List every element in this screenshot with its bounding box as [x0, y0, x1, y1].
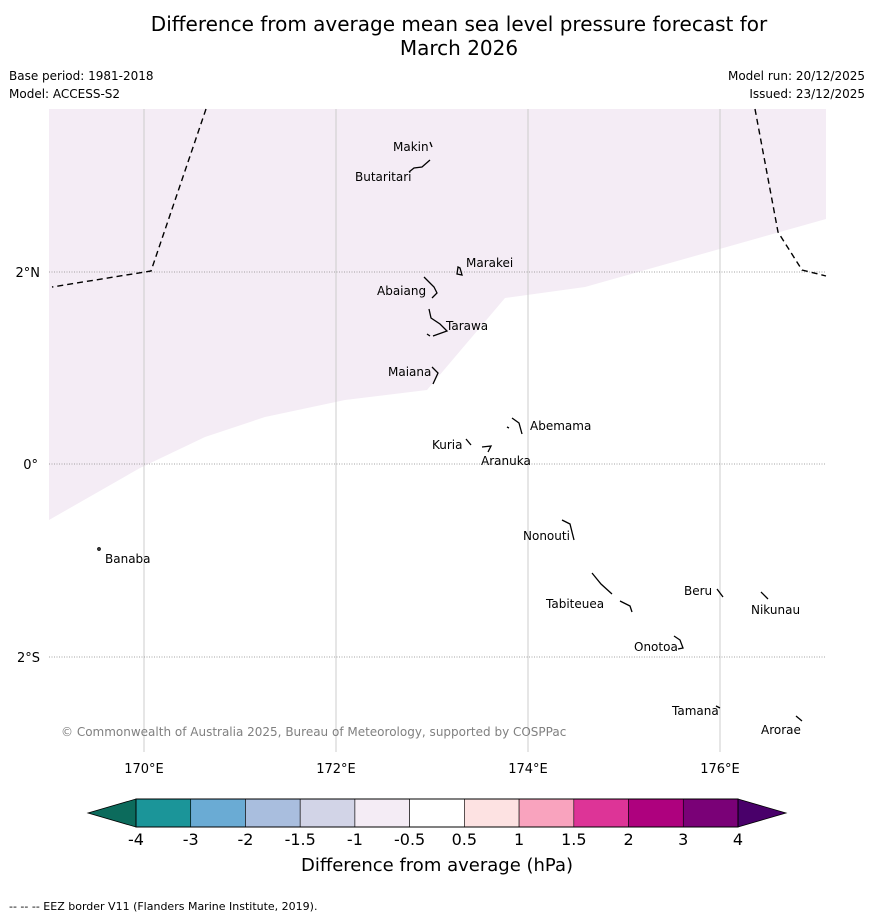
lon-tick-labels: 170°E 172°E 174°E 176°E — [124, 762, 740, 777]
colorbar-tick-label: 2 — [623, 830, 633, 849]
island-tabiteuea-north — [591, 572, 613, 595]
label-beru: Beru — [684, 584, 712, 598]
colorbar-segment — [409, 798, 465, 828]
lon-label-176e: 176°E — [700, 762, 740, 777]
island-abaiang — [423, 276, 438, 299]
lat-label-2s: 2°S — [17, 651, 40, 666]
base-period: Base period: 1981-2018 — [9, 69, 154, 83]
island-arorae — [795, 715, 803, 722]
latitude-gridlines — [49, 271, 826, 658]
island-abemama-islet — [506, 426, 510, 429]
island-kuria — [465, 438, 472, 446]
chart-title: Difference from average mean sea level p… — [0, 12, 873, 60]
label-abaiang: Abaiang — [377, 284, 426, 298]
colorbar-tick-label: -0.5 — [394, 830, 425, 849]
label-arorae: Arorae — [761, 723, 801, 737]
label-aranuka: Aranuka — [481, 454, 531, 468]
eez-border-east — [754, 108, 827, 277]
label-nonouti: Nonouti — [523, 529, 570, 543]
island-abemama — [511, 417, 523, 435]
label-banaba: Banaba — [105, 552, 151, 566]
lat-tick-labels: 2°N 0° 2°S — [16, 266, 41, 666]
label-tamana: Tamana — [671, 704, 719, 718]
longitude-gridlines — [143, 109, 721, 752]
label-butaritari: Butaritari — [355, 170, 412, 184]
colorbar-tick-label: -2 — [237, 830, 253, 849]
colorbar-tick-label: -1 — [347, 830, 363, 849]
colorbar-tick-label: 1.5 — [561, 830, 586, 849]
colorbar-high-extension — [737, 798, 788, 828]
eez-footnote: -- -- -- EEZ border V11 (Flanders Marine… — [9, 900, 318, 913]
title-line-2: March 2026 — [399, 36, 519, 60]
lat-label-0: 0° — [23, 458, 38, 473]
colorbar-segment — [464, 798, 520, 828]
label-tabiteuea: Tabiteuea — [545, 597, 604, 611]
label-makin: Makin — [393, 140, 429, 154]
colorbar-tick-label: -1.5 — [285, 830, 316, 849]
colorbar-segment — [135, 798, 192, 828]
lon-label-174e: 174°E — [508, 762, 548, 777]
colorbar-tick-label: 1 — [514, 830, 524, 849]
colorbar: -4 -3 -2 -1.5 -1 -0.5 0.5 1 1.5 2 3 4 Difference fr… — [86, 798, 788, 876]
issued-date: Issued: 23/12/2025 — [749, 87, 865, 101]
label-abemama: Abemama — [530, 419, 591, 433]
island-onotoa — [673, 635, 684, 650]
island-nonouti — [561, 519, 575, 541]
colorbar-tick-label: 4 — [733, 830, 743, 849]
label-marakei: Marakei — [466, 256, 513, 270]
colorbar-tick-label: -4 — [128, 830, 144, 849]
eez-border-west — [51, 108, 207, 288]
island-beru — [716, 588, 724, 598]
island-marakei — [456, 266, 463, 276]
colorbar-segment — [190, 798, 246, 828]
island-nikunau — [760, 591, 769, 600]
colorbar-segment — [245, 798, 301, 828]
label-onotoa: Onotoa — [634, 640, 678, 654]
island-maiana — [431, 366, 439, 385]
colorbar-tick-label: -3 — [183, 830, 199, 849]
island-butaritari — [408, 159, 431, 173]
colorbar-frame — [135, 798, 739, 828]
colorbar-segment — [354, 798, 410, 828]
colorbar-tick-labels: -4 -3 -2 -1.5 -1 -0.5 0.5 1 1.5 2 3 4 — [128, 830, 743, 849]
model-run: Model run: 20/12/2025 — [727, 69, 865, 83]
label-kuria: Kuria — [432, 438, 463, 452]
place-labels: Makin Butaritari Marakei Abaiang Tarawa … — [105, 140, 801, 737]
copyright-notice: © Commonwealth of Australia 2025, Bureau… — [61, 725, 566, 739]
label-nikunau: Nikunau — [751, 603, 800, 617]
eez-border — [51, 108, 827, 288]
lon-label-170e: 170°E — [124, 762, 164, 777]
lat-label-2n: 2°N — [16, 266, 41, 281]
island-makin — [429, 141, 433, 148]
lon-label-172e: 172°E — [316, 762, 356, 777]
colorbar-segment — [518, 798, 575, 828]
island-tarawa — [428, 308, 449, 337]
island-tarawa-tip — [426, 333, 431, 337]
colorbar-low-extension — [86, 798, 137, 828]
island-banaba — [97, 547, 101, 551]
label-tarawa: Tarawa — [445, 319, 488, 333]
label-maiana: Maiana — [388, 365, 431, 379]
colorbar-tick-label: 3 — [678, 830, 688, 849]
colorbar-title: Difference from average (hPa) — [301, 855, 573, 876]
pressure-anomaly-shading — [49, 109, 826, 520]
island-aranuka — [481, 445, 493, 453]
model-name: Model: ACCESS-S2 — [9, 87, 121, 101]
island-tamana — [715, 705, 721, 709]
title-line-1: Difference from average mean sea level p… — [150, 12, 768, 36]
colorbar-tick-label: 0.5 — [452, 830, 477, 849]
island-tabiteuea-south — [619, 600, 633, 613]
colorbar-segment — [628, 798, 684, 828]
island-outlines — [97, 141, 803, 722]
colorbar-segment — [299, 798, 356, 828]
colorbar-segments — [135, 798, 739, 828]
colorbar-segment — [682, 798, 739, 828]
colorbar-segment — [573, 798, 629, 828]
